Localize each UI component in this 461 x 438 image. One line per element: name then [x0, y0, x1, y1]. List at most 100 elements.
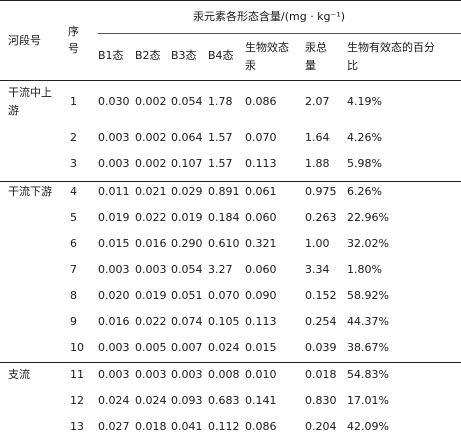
cell-bio: 0.321 — [245, 237, 277, 250]
cell-b4: 0.683 — [208, 394, 240, 407]
cell-b4: 0.610 — [208, 237, 240, 250]
cell-b3: 0.107 — [171, 157, 203, 170]
header-total-line1: 汞总 — [305, 41, 327, 54]
cell-seq: 13 — [70, 420, 84, 433]
section-label: 干流下游 — [8, 185, 52, 198]
header-b2: B2态 — [135, 49, 161, 62]
header-bio-line1: 生物效态 — [245, 41, 289, 54]
cell-pct: 1.80% — [347, 263, 382, 276]
cell-total: 1.64 — [305, 131, 330, 144]
cell-b1: 0.003 — [98, 131, 130, 144]
cell-b1: 0.011 — [98, 185, 130, 198]
cell-b3: 0.029 — [171, 185, 203, 198]
cell-seq: 11 — [70, 368, 84, 381]
header-pct-line2: 比 — [347, 59, 358, 72]
cell-b2: 0.002 — [135, 157, 167, 170]
cell-b2: 0.002 — [135, 131, 167, 144]
cell-b3: 0.064 — [171, 131, 203, 144]
cell-seq: 6 — [70, 237, 77, 250]
cell-b1: 0.015 — [98, 237, 130, 250]
cell-bio: 0.086 — [245, 420, 277, 433]
cell-total: 0.018 — [305, 368, 337, 381]
header-bottom-rule — [0, 80, 461, 81]
cell-b2: 0.016 — [135, 237, 167, 250]
cell-seq: 4 — [70, 185, 77, 198]
header-seq-line2: 号 — [68, 42, 79, 55]
cell-pct: 4.26% — [347, 131, 382, 144]
cell-total: 0.204 — [305, 420, 337, 433]
cell-bio: 0.015 — [245, 341, 277, 354]
cell-b2: 0.018 — [135, 420, 167, 433]
header-b1: B1态 — [98, 49, 124, 62]
header-pct-line1: 生物有效态的百分 — [347, 41, 435, 54]
cell-b3: 0.093 — [171, 394, 203, 407]
cell-pct: 17.01% — [347, 394, 389, 407]
cell-bio: 0.070 — [245, 131, 277, 144]
cell-total: 1.88 — [305, 157, 330, 170]
cell-seq: 3 — [70, 157, 77, 170]
cell-pct: 6.26% — [347, 185, 382, 198]
cell-b4: 0.184 — [208, 211, 240, 224]
cell-b2: 0.024 — [135, 394, 167, 407]
header-total-line2: 量 — [305, 59, 316, 72]
cell-b1: 0.030 — [98, 95, 130, 108]
cell-bio: 0.090 — [245, 289, 277, 302]
cell-seq: 7 — [70, 263, 77, 276]
cell-b1: 0.003 — [98, 341, 130, 354]
cell-pct: 32.02% — [347, 237, 389, 250]
cell-b3: 0.051 — [171, 289, 203, 302]
cell-b3: 0.003 — [171, 368, 203, 381]
cell-total: 0.254 — [305, 315, 337, 328]
cell-b2: 0.022 — [135, 315, 167, 328]
cell-pct: 22.96% — [347, 211, 389, 224]
cell-b3: 0.074 — [171, 315, 203, 328]
cell-bio: 0.113 — [245, 157, 277, 170]
cell-b3: 0.054 — [171, 263, 203, 276]
cell-b1: 0.019 — [98, 211, 130, 224]
cell-b1: 0.003 — [98, 368, 130, 381]
cell-total: 0.152 — [305, 289, 337, 302]
cell-b4: 1.57 — [208, 157, 233, 170]
cell-seq: 8 — [70, 289, 77, 302]
cell-b2: 0.022 — [135, 211, 167, 224]
cell-pct: 54.83% — [347, 368, 389, 381]
cell-seq: 2 — [70, 131, 77, 144]
cell-b2: 0.003 — [135, 263, 167, 276]
cell-bio: 0.113 — [245, 315, 277, 328]
cell-b1: 0.027 — [98, 420, 130, 433]
cell-b1: 0.016 — [98, 315, 130, 328]
header-seq-line1: 序 — [68, 25, 79, 38]
cell-b4: 0.024 — [208, 341, 240, 354]
cell-seq: 5 — [70, 211, 77, 224]
cell-bio: 0.060 — [245, 263, 277, 276]
cell-pct: 5.98% — [347, 157, 382, 170]
cell-b3: 0.007 — [171, 341, 203, 354]
cell-b2: 0.005 — [135, 341, 167, 354]
cell-b2: 0.021 — [135, 185, 167, 198]
cell-pct: 38.67% — [347, 341, 389, 354]
cell-b4: 0.112 — [208, 420, 240, 433]
top-rule — [0, 0, 461, 1]
section-divider-1 — [0, 181, 461, 182]
cell-bio: 0.141 — [245, 394, 277, 407]
cell-total: 1.00 — [305, 237, 330, 250]
cell-b4: 3.27 — [208, 263, 233, 276]
cell-b4: 0.105 — [208, 315, 240, 328]
cell-total: 0.975 — [305, 185, 337, 198]
cell-b1: 0.020 — [98, 289, 130, 302]
cell-b4: 0.891 — [208, 185, 240, 198]
header-b4: B4态 — [208, 49, 234, 62]
cell-b3: 0.054 — [171, 95, 203, 108]
cell-seq: 9 — [70, 315, 77, 328]
cell-b4: 1.57 — [208, 131, 233, 144]
cell-bio: 0.010 — [245, 368, 277, 381]
cell-b1: 0.024 — [98, 394, 130, 407]
cell-b2: 0.002 — [135, 95, 167, 108]
cell-b4: 0.008 — [208, 368, 240, 381]
cell-bio: 0.086 — [245, 95, 277, 108]
group-header-underline — [98, 33, 461, 34]
section-label: 干流中上 — [8, 86, 52, 99]
cell-total: 2.07 — [305, 95, 330, 108]
header-river-section: 河段号 — [8, 34, 41, 47]
cell-pct: 58.92% — [347, 289, 389, 302]
